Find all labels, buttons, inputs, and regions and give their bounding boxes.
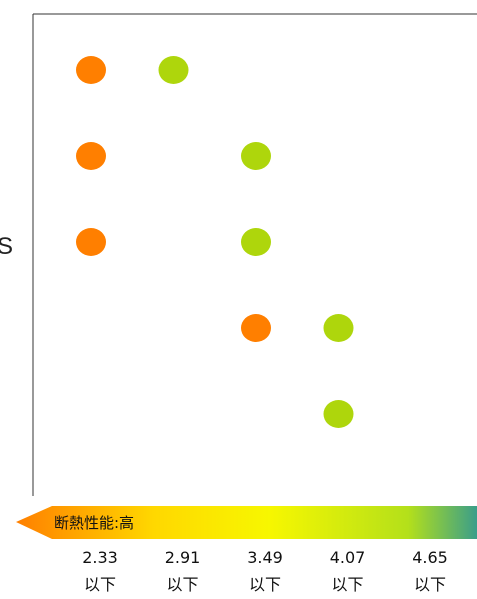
plot-frame <box>32 13 477 496</box>
scale-tick-suffix-2: 以下 <box>166 575 198 594</box>
scale-tick-suffix-3: 以下 <box>249 575 281 594</box>
scale-tick-value-5: 4.65 <box>412 548 448 567</box>
scale-tick-suffix-1: 以下 <box>84 575 116 594</box>
scale-bar: 断熱性能:高 2.33 以下 2.91 以下 3.49 以下 4.07 以下 4.65 以下 <box>16 506 477 594</box>
scale-tick-value-4: 4.07 <box>330 548 366 567</box>
scale-tick-value-2: 2.91 <box>165 548 201 567</box>
scale-arrow <box>16 506 477 539</box>
data-point-series1-4 <box>241 314 271 342</box>
data-point-series1-1 <box>76 56 106 84</box>
data-point-series2-3 <box>241 228 271 256</box>
scale-arrow-label: 断熱性能:高 <box>54 514 134 532</box>
data-point-series2-4 <box>323 314 354 342</box>
scale-tick-value-1: 2.33 <box>82 548 118 567</box>
data-point-series2-2 <box>241 142 271 170</box>
scale-tick-suffix-5: 以下 <box>414 575 446 594</box>
points-layer <box>76 56 354 428</box>
scale-tick-suffix-4: 以下 <box>331 575 363 594</box>
data-point-series2-1 <box>158 56 189 84</box>
data-point-series1-3 <box>76 228 106 256</box>
data-point-series2-5 <box>323 400 354 428</box>
side-text: S <box>0 233 14 260</box>
scale-tick-value-3: 3.49 <box>247 548 283 567</box>
data-point-series1-2 <box>76 142 106 170</box>
